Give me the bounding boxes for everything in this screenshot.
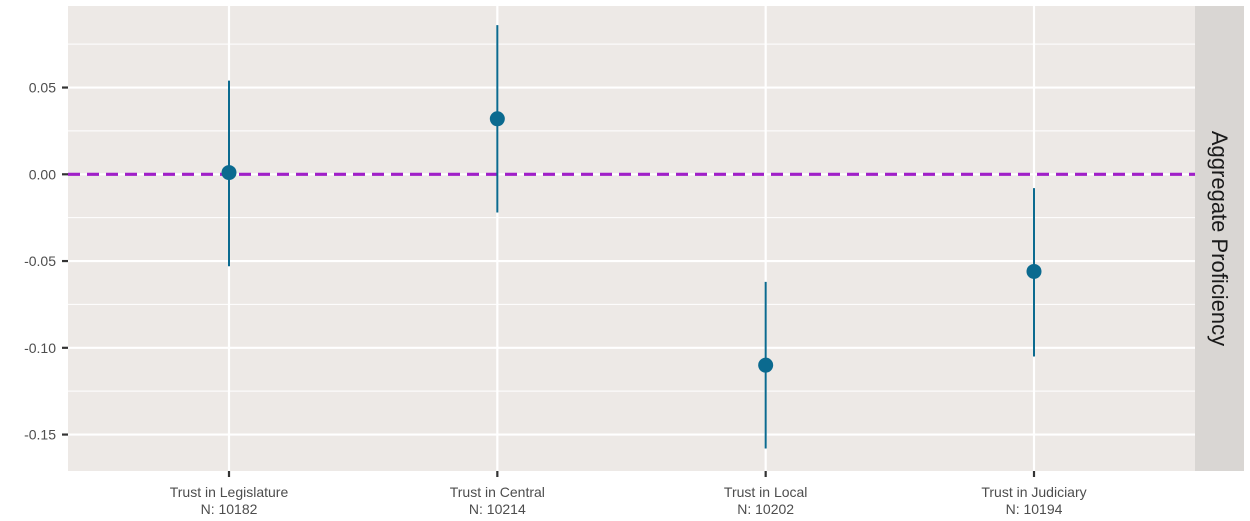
estimate-point <box>221 165 237 181</box>
estimate-point <box>758 357 774 373</box>
x-tick-label: Trust in Legislature <box>170 484 289 500</box>
minor-gridlines <box>68 43 1195 392</box>
x-tick-label: Trust in Judiciary <box>981 484 1086 500</box>
point-range-marks <box>221 25 1042 449</box>
y-tick-label: -0.05 <box>24 253 56 269</box>
x-tick-n-label: N: 10194 <box>1006 501 1063 517</box>
y-tick-label: 0.05 <box>29 80 56 96</box>
y-tick-label: 0.00 <box>29 166 56 182</box>
facet-strip-label: Aggregate Proficiency <box>1207 131 1232 346</box>
estimate-point <box>1026 263 1042 279</box>
y-axis: 0.05 0.00 -0.05 -0.10 -0.15 <box>24 80 68 443</box>
estimate-point <box>489 111 505 127</box>
facet-strip <box>1195 6 1244 471</box>
y-tick-label: -0.10 <box>24 340 56 356</box>
x-tick-n-label: N: 10202 <box>737 501 794 517</box>
x-tick-n-label: N: 10214 <box>469 501 526 517</box>
x-tick-n-label: N: 10182 <box>201 501 258 517</box>
x-tick-label: Trust in Central <box>450 484 545 500</box>
x-tick-label: Trust in Local <box>724 484 808 500</box>
plot-panel <box>68 6 1195 471</box>
y-tick-label: -0.15 <box>24 427 56 443</box>
